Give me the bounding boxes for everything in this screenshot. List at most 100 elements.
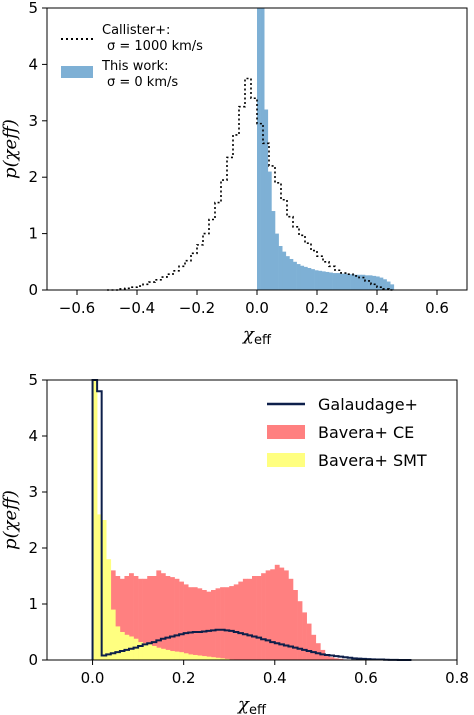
legend-label-bavera-smt: Bavera+ SMT: [318, 451, 427, 470]
x-tick-label: −0.4: [119, 299, 155, 317]
histogram-bar: [170, 577, 175, 660]
histogram-bar: [339, 273, 344, 290]
y-tick-label: 4: [28, 427, 38, 445]
y-tick-label: 4: [28, 55, 38, 73]
histogram-bar: [282, 251, 287, 290]
histogram-bar: [242, 578, 248, 660]
histogram-bar: [92, 380, 98, 660]
histogram-bar: [142, 578, 148, 660]
histogram-bar: [386, 281, 391, 290]
histogram-bar: [293, 590, 298, 660]
histogram-bar: [119, 578, 125, 660]
histogram-bar: [165, 649, 171, 660]
histogram-bar: [142, 643, 148, 660]
histogram-bar: [197, 655, 203, 660]
histogram-bar: [160, 648, 166, 660]
histogram-bar: [238, 581, 244, 660]
legend-label-this-work-line1: This work:: [101, 59, 169, 74]
histogram-bar: [215, 588, 221, 660]
histogram-bar: [285, 256, 290, 290]
histogram-bar: [318, 270, 323, 290]
histogram-bar: [390, 284, 395, 290]
step-line-series: [91, 379, 412, 661]
histogram-bar: [211, 657, 216, 660]
histogram-bar: [343, 273, 348, 290]
legend: Callister+: σ = 1000 km/s This work: σ =…: [61, 23, 203, 90]
histogram-bar: [274, 564, 280, 660]
histogram-bar: [156, 570, 162, 660]
histogram-bar: [188, 587, 194, 660]
histogram-bar: [138, 642, 143, 660]
legend-label-callister-line1: Callister+:: [102, 23, 170, 38]
histogram-bar: [350, 274, 355, 290]
histogram-bar: [233, 584, 239, 660]
histogram-bar: [192, 587, 198, 660]
histogram-bar: [264, 109, 269, 291]
x-tick-label: 0.2: [172, 669, 196, 687]
histogram-bar: [106, 559, 112, 660]
histogram-bar: [300, 265, 305, 290]
x-tick-label: 0.6: [354, 669, 378, 687]
histogram-bar: [97, 514, 102, 660]
histogram-bar: [201, 656, 207, 660]
histogram-bar: [147, 644, 153, 660]
histogram-bar: [279, 567, 285, 660]
histogram-bar: [110, 609, 116, 660]
histogram-bar: [133, 576, 139, 660]
histogram-bar: [347, 274, 351, 290]
histogram-bar: [183, 584, 189, 660]
x-tick-label: −0.6: [59, 299, 95, 317]
histogram-bar: [329, 272, 333, 290]
histogram-bar: [247, 578, 253, 660]
legend-label-this-work-line2: σ = 0 km/s: [107, 75, 178, 90]
histogram-bar: [211, 590, 216, 660]
histogram-bar: [256, 576, 262, 660]
legend: Galaudage+ Bavera+ CE Bavera+ SMT: [267, 395, 427, 470]
x-tick-label: 0.4: [263, 669, 287, 687]
histogram-bar: [278, 246, 283, 290]
histogram-bar: [336, 273, 341, 290]
y-tick-label: 0: [28, 651, 38, 669]
histogram-bar: [192, 654, 198, 660]
histogram-bar: [129, 573, 134, 660]
histogram-bar: [220, 658, 225, 660]
histogram-bar: [170, 651, 175, 660]
x-axis-label: χeff: [236, 694, 267, 715]
histogram-bar: [329, 657, 335, 660]
y-axis-ticks: 0 1 2 3 4 5: [28, 0, 47, 299]
histogram-bar: [332, 273, 337, 290]
legend-swatch-this-work: [61, 66, 93, 78]
histogram-bar: [338, 658, 344, 660]
histogram-bar: [151, 576, 157, 660]
histogram-bar: [283, 570, 289, 660]
histogram-bar: [321, 271, 326, 290]
y-tick-label: 1: [28, 225, 38, 243]
histogram-bar: [101, 520, 107, 660]
y-tick-label: 1: [28, 595, 38, 613]
histogram-bar: [288, 578, 294, 660]
histogram-bar: [115, 576, 121, 660]
y-tick-label: 0: [28, 281, 38, 299]
histogram-bar: [261, 573, 266, 660]
y-tick-label: 2: [28, 168, 38, 186]
histogram-bar: [297, 601, 303, 660]
histogram-bar: [165, 576, 171, 660]
histogram-bar: [302, 612, 307, 660]
histogram-bar: [174, 651, 180, 660]
histogram-bar: [372, 275, 377, 290]
histogram-bar: [215, 657, 221, 660]
histogram-bar: [179, 652, 184, 660]
x-axis-label-main: χ: [241, 324, 255, 345]
histogram-bar: [306, 623, 312, 660]
step-line-series: [107, 77, 395, 291]
x-axis-label: χeff: [241, 324, 272, 348]
histogram-bar: [197, 588, 203, 660]
histogram-bar: [260, 8, 265, 290]
y-axis-label: p(χeff): [0, 119, 21, 179]
histogram-bar: [379, 277, 384, 290]
y-tick-label: 3: [28, 112, 38, 130]
y-axis-ticks: 0 1 2 3 4 5: [28, 371, 47, 669]
histogram-bar: [160, 573, 166, 660]
histogram-bar: [270, 569, 276, 660]
histogram-bar: [224, 587, 230, 660]
